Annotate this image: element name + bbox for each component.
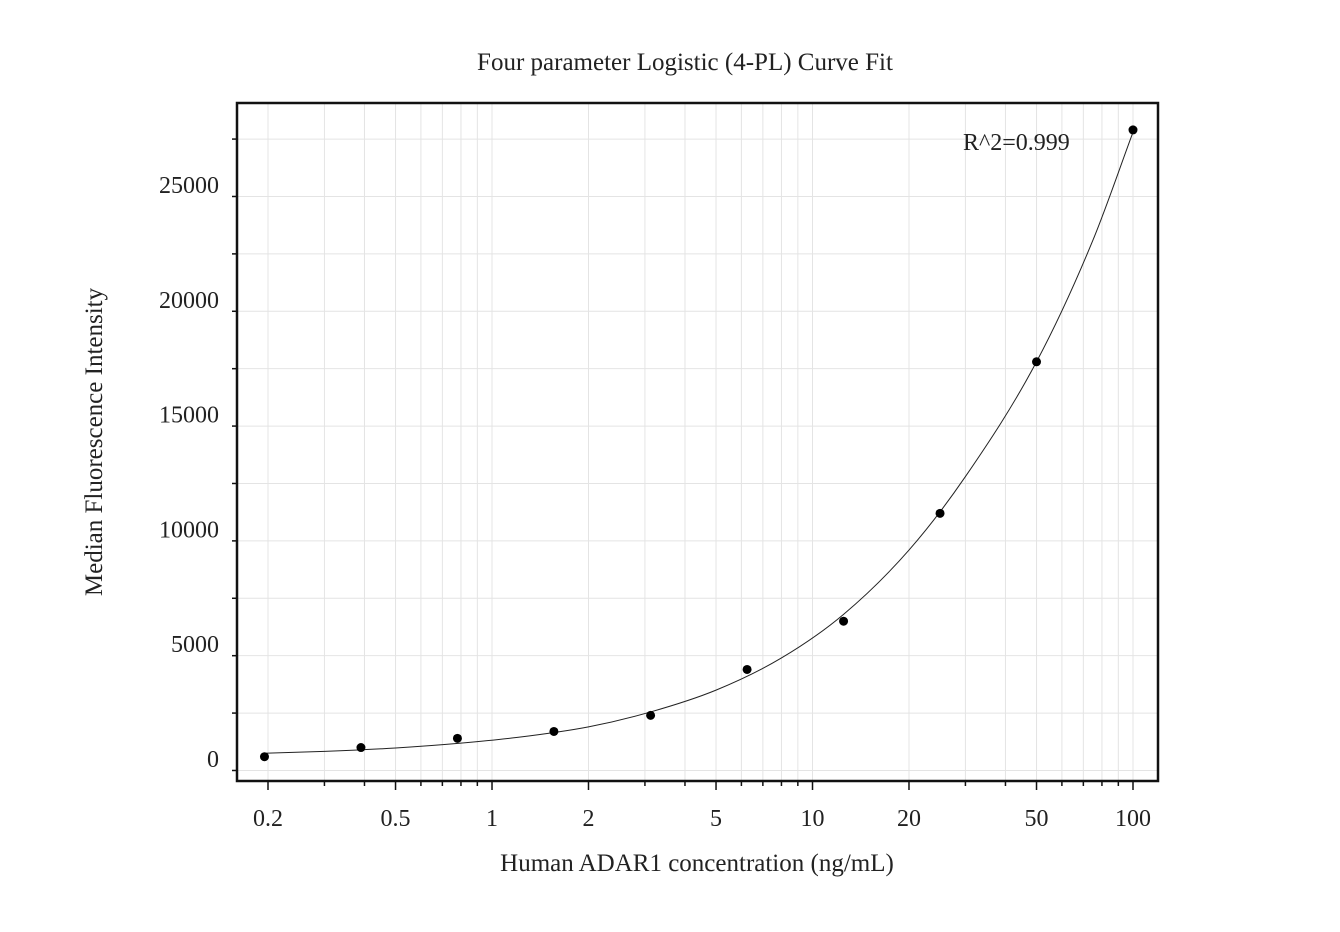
- data-point: [839, 616, 849, 626]
- x-tick-label: 1: [486, 806, 498, 832]
- data-point: [356, 743, 366, 753]
- x-tick-label: 2: [582, 806, 594, 832]
- axis-ticks: [232, 138, 1134, 790]
- x-axis-label: Human ADAR1 concentration (ng/mL): [500, 850, 894, 877]
- y-tick-labels: 0 5000 10000 15000 20000 25000: [159, 173, 219, 773]
- y-tick-label: 10000: [159, 517, 219, 543]
- y-tick-label: 15000: [159, 403, 219, 429]
- y-tick-label: 0: [207, 747, 219, 773]
- x-tick-labels: 0.2 0.5 1 2 5 10 20 50 100: [253, 806, 1151, 832]
- data-point: [1128, 125, 1138, 135]
- plot-frame: [235, 101, 1160, 783]
- data-point: [646, 710, 656, 720]
- r-squared-annotation: R^2=0.999: [963, 130, 1070, 156]
- y-tick-label: 20000: [159, 288, 219, 314]
- y-tick-label: 5000: [171, 632, 219, 658]
- x-tick-label: 0.5: [381, 806, 411, 832]
- x-tick-label: 5: [710, 806, 722, 832]
- y-axis-label: Median Fluorescence Intensity: [81, 287, 108, 596]
- data-point: [1032, 357, 1042, 367]
- x-tick-label: 10: [801, 806, 825, 832]
- x-tick-label: 50: [1025, 806, 1049, 832]
- data-points-layer: [259, 125, 1138, 762]
- data-point: [935, 508, 945, 518]
- grid: [237, 103, 1158, 781]
- x-tick-label: 0.2: [253, 806, 283, 832]
- data-point: [259, 752, 269, 762]
- x-tick-label: 100: [1115, 806, 1151, 832]
- y-tick-label: 25000: [159, 173, 219, 199]
- x-tick-label: 20: [897, 806, 921, 832]
- data-point: [452, 733, 462, 743]
- data-point: [549, 726, 559, 736]
- data-point: [742, 664, 752, 674]
- chart-title: Four parameter Logistic (4-PL) Curve Fit: [477, 49, 893, 76]
